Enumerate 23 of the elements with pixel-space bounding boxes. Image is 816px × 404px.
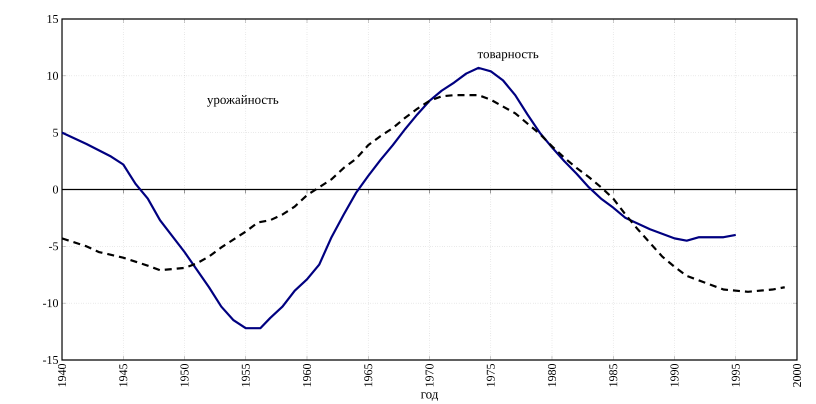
x-tick-label: 1985 xyxy=(609,364,618,386)
x-tick-label: 1955 xyxy=(242,364,250,386)
x-tick-label: 1995 xyxy=(732,364,740,386)
y-tick-label: 0 xyxy=(52,185,58,194)
x-tick-label: 1945 xyxy=(119,364,128,386)
x-tick-label: 2000 xyxy=(792,364,802,387)
y-tick-label: 15 xyxy=(48,14,58,23)
annotation: урожайность xyxy=(207,94,278,107)
y-tick-label: -10 xyxy=(42,299,58,308)
y-tick-label: 10 xyxy=(48,72,58,80)
x-tick-label: 1990 xyxy=(670,364,679,386)
x-tick-label: 1975 xyxy=(486,364,495,386)
x-tick-label: 1970 xyxy=(425,364,434,386)
y-tick-label: -5 xyxy=(48,242,58,250)
x-tick-label: 1940 xyxy=(58,364,66,386)
annotation: товарность xyxy=(478,52,538,61)
x-tick-label: 1950 xyxy=(180,364,189,386)
x-tick-label: 1960 xyxy=(302,364,312,386)
x-tick-label: 1965 xyxy=(364,364,372,386)
x-tick-label: 1980 xyxy=(548,364,556,386)
x-axis-title: год xyxy=(420,392,438,401)
y-tick-label: 5 xyxy=(53,128,58,137)
y-tick-label: -15 xyxy=(42,356,58,364)
